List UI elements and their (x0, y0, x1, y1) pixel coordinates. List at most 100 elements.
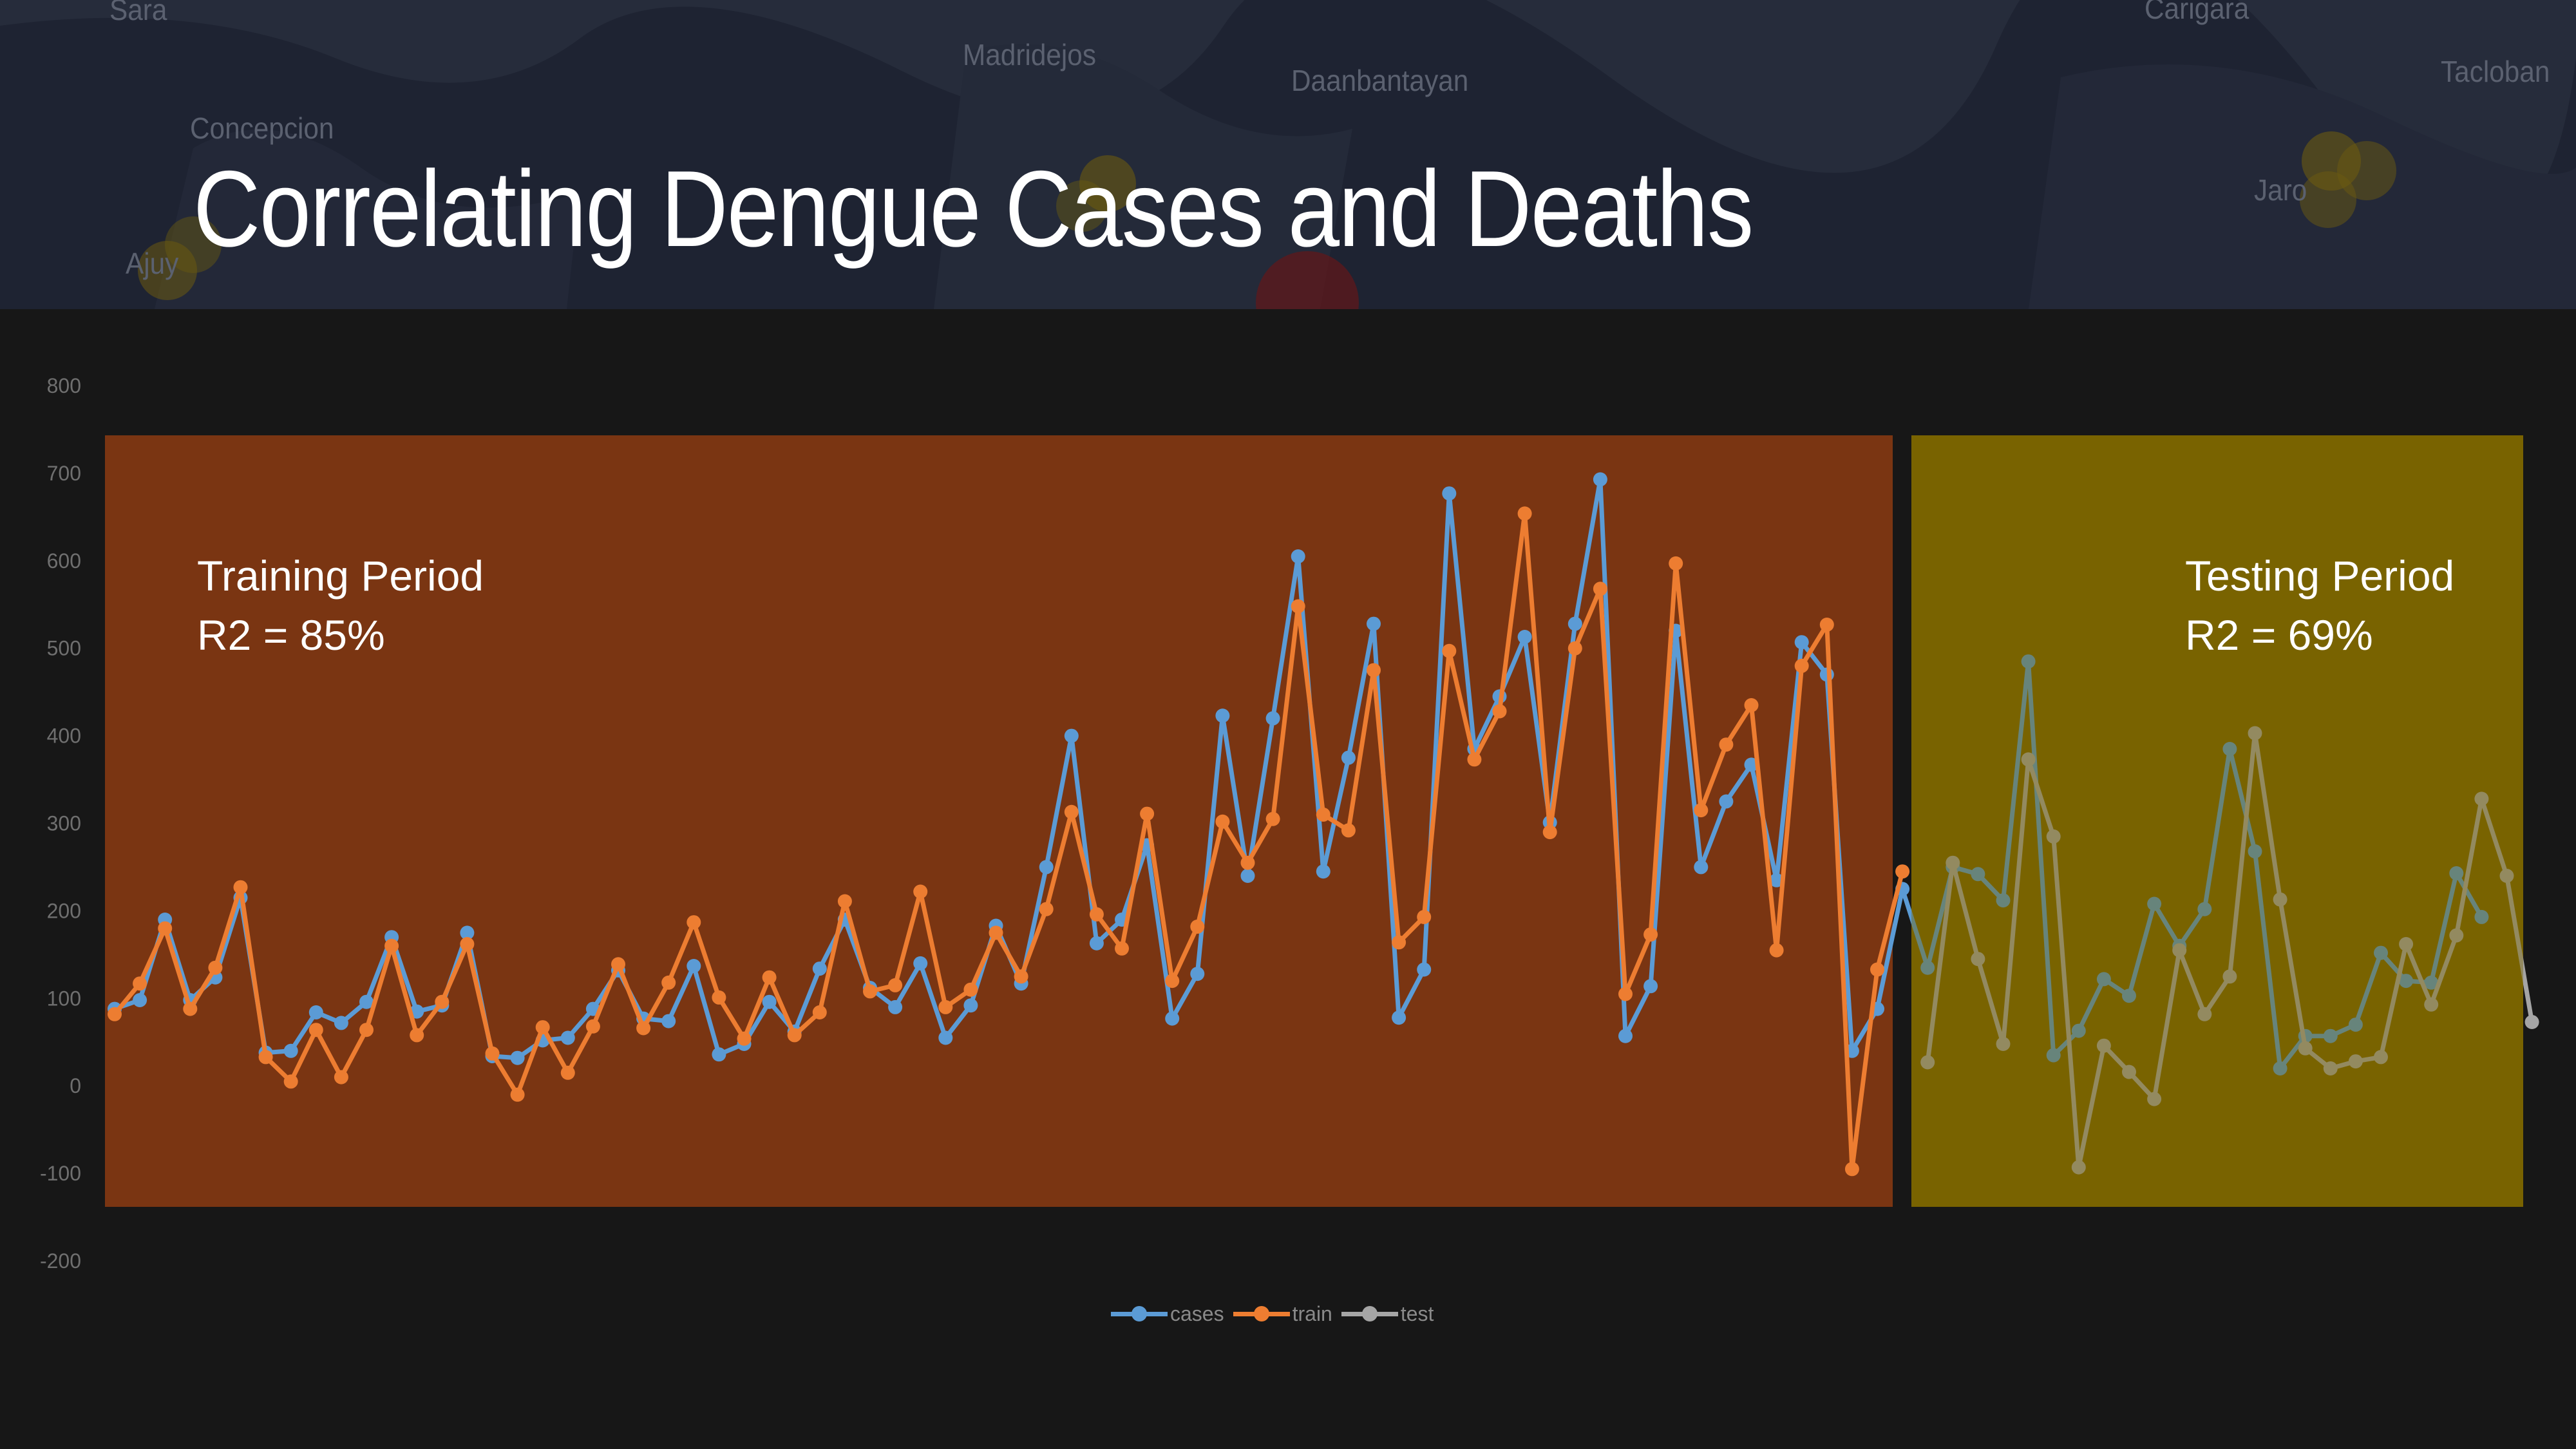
data-point-cases (1996, 893, 2011, 908)
data-point-train (1870, 962, 1884, 977)
data-point-cases (1618, 1028, 1633, 1043)
series-test (1920, 726, 2539, 1175)
data-point-cases (1920, 960, 1935, 975)
y-tick-label: -200 (40, 1249, 81, 1273)
data-point-train (938, 999, 953, 1014)
data-point-test (2096, 1038, 2111, 1053)
data-point-cases (1064, 728, 1079, 743)
data-point-test (2273, 892, 2287, 907)
data-point-test (2474, 791, 2489, 806)
legend-swatch-train (1233, 1301, 1290, 1327)
data-point-test (2449, 928, 2464, 943)
data-point-test (2147, 1092, 2162, 1106)
legend-item-test: test (1341, 1301, 1434, 1327)
data-point-train (712, 990, 726, 1005)
data-point-train (435, 994, 450, 1009)
data-point-cases (1190, 967, 1205, 981)
data-point-train (1240, 855, 1255, 870)
data-point-cases (687, 959, 701, 973)
data-point-train (1467, 752, 1482, 767)
data-point-train (1669, 556, 1683, 571)
data-point-test (2222, 969, 2237, 984)
data-point-cases (1769, 873, 1784, 887)
data-point-test (2172, 943, 2187, 958)
data-point-cases (963, 998, 978, 1013)
data-point-test (2021, 752, 2036, 767)
data-point-cases (2399, 974, 2414, 989)
data-point-train (359, 1023, 374, 1037)
y-tick-label: -100 (40, 1162, 81, 1185)
data-point-test (2071, 1160, 2086, 1175)
data-point-cases (888, 999, 903, 1014)
legend-swatch-cases (1111, 1301, 1168, 1327)
y-tick-label: 600 (47, 549, 81, 573)
data-point-cases (762, 994, 777, 1009)
data-point-train (384, 938, 399, 953)
data-point-train (510, 1087, 525, 1102)
data-point-cases (308, 1005, 323, 1019)
data-point-train (108, 1007, 122, 1021)
data-point-train (1492, 704, 1507, 719)
map-marker (1256, 251, 1359, 309)
data-point-cases (1719, 794, 1734, 809)
map-marker (165, 216, 222, 273)
data-point-train (1165, 974, 1180, 989)
data-point-cases (661, 1014, 676, 1028)
data-point-test (2197, 1007, 2212, 1021)
testing-r2-label: R2 = 69% (2185, 611, 2373, 659)
y-tick-label: 100 (47, 987, 81, 1010)
data-point-train (737, 1031, 752, 1046)
data-point-cases (2021, 654, 2036, 669)
map-background (0, 0, 2576, 309)
data-point-cases (712, 1047, 726, 1062)
data-point-cases (2348, 1018, 2363, 1032)
data-point-cases (2424, 975, 2439, 990)
legend-label-train: train (1292, 1302, 1332, 1325)
data-point-cases (1341, 750, 1356, 765)
data-point-train (585, 1019, 600, 1034)
data-point-train (460, 937, 475, 951)
data-point-cases (359, 994, 374, 1009)
data-point-cases (1240, 869, 1255, 883)
data-point-cases (1442, 486, 1457, 501)
data-point-train (208, 960, 223, 975)
data-point-train (762, 970, 777, 985)
chart-legend: cases train test (1111, 1300, 1434, 1328)
data-point-cases (812, 961, 827, 976)
legend-label-test: test (1400, 1302, 1434, 1325)
testing-period-overlay (1911, 435, 2523, 1207)
data-point-test (2122, 1065, 2136, 1079)
data-point-train (863, 984, 877, 999)
map-label: Tacloban (2441, 55, 2550, 88)
data-point-cases (283, 1043, 298, 1058)
data-point-train (1039, 902, 1054, 916)
data-point-cases (1643, 979, 1658, 994)
data-point-train (812, 1005, 827, 1019)
data-point-test (2248, 726, 2262, 741)
data-point-cases (460, 925, 475, 940)
data-point-train (1895, 864, 1910, 879)
data-point-train (1392, 935, 1406, 950)
data-point-cases (1316, 864, 1331, 879)
data-point-cases (1265, 711, 1280, 726)
data-point-cases (1089, 936, 1104, 951)
data-point-train (1794, 658, 1809, 673)
data-point-cases (938, 1030, 953, 1045)
data-point-cases (2273, 1061, 2287, 1075)
map-marker (2300, 171, 2356, 228)
data-point-train (1115, 941, 1129, 956)
header-map-banner: Sara Concepcion Madridejos Daanbantayan … (0, 0, 2576, 309)
map-label: Sara (109, 0, 167, 26)
data-point-train (1316, 807, 1331, 822)
data-point-cases (2222, 742, 2237, 756)
data-point-train (1567, 641, 1582, 656)
data-point-train (913, 884, 928, 899)
data-point-train (1542, 825, 1557, 840)
data-point-train (1819, 618, 1834, 632)
data-point-train (687, 915, 701, 930)
map-label: Madridejos (963, 38, 1096, 71)
data-point-cases (1392, 1010, 1406, 1025)
series-cases (108, 472, 2489, 1075)
data-point-train (1744, 698, 1759, 712)
